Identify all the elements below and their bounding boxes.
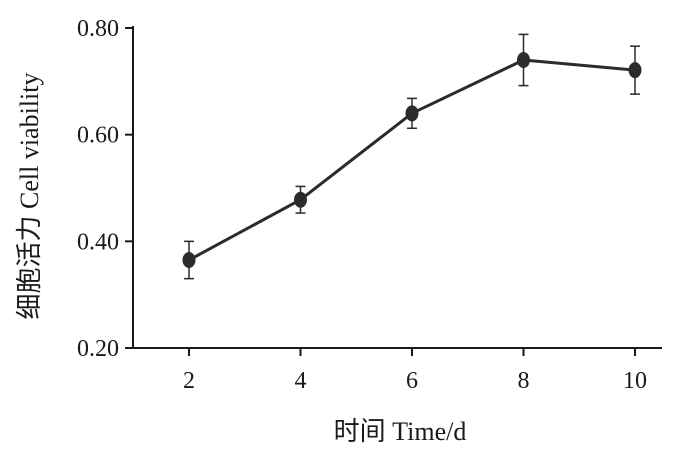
data-point xyxy=(517,52,530,68)
data-point xyxy=(405,105,419,122)
y-axis-label: 细胞活力 Cell viability xyxy=(15,73,44,320)
x-axis-label: 时间 Time/d xyxy=(334,417,467,446)
data-point xyxy=(294,191,307,208)
data-point xyxy=(628,62,642,79)
x-tick-label: 6 xyxy=(406,368,418,394)
y-tick-label: 0.20 xyxy=(77,336,119,362)
x-tick-label: 8 xyxy=(518,368,530,394)
y-tick-label: 0.60 xyxy=(77,123,119,149)
x-tick-label: 2 xyxy=(183,368,195,394)
series-layer xyxy=(182,33,642,280)
y-tick-label: 0.40 xyxy=(77,229,119,255)
y-tick-label: 0.80 xyxy=(77,16,119,42)
x-tick-label: 4 xyxy=(295,368,307,394)
x-tick-label: 10 xyxy=(623,368,647,394)
x-axis: 2 4 6 8 10 xyxy=(133,347,662,394)
data-point xyxy=(182,252,196,268)
y-axis: 0.20 0.40 0.60 0.80 xyxy=(77,16,134,362)
series-line xyxy=(188,58,636,262)
